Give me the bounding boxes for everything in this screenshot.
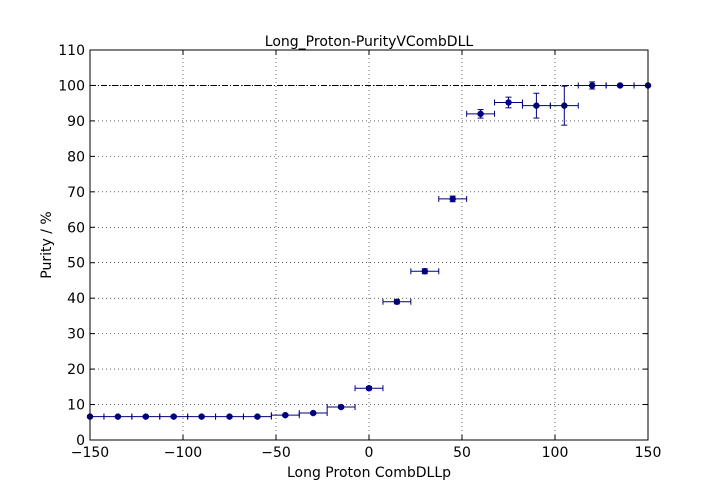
x-tick-label: −50: [261, 445, 291, 461]
point-marker: [477, 110, 484, 118]
x-tick-label: −150: [71, 445, 109, 461]
point-marker: [449, 195, 456, 203]
data-point: [215, 413, 244, 420]
data-point: [270, 411, 300, 419]
y-tick-label: 0: [76, 433, 85, 449]
data-point: [103, 413, 133, 420]
x-tick-label: −100: [164, 445, 202, 461]
point-marker: [533, 102, 540, 109]
y-tick-label: 100: [58, 78, 85, 94]
point-marker: [198, 413, 205, 420]
y-tick-label: 80: [67, 149, 85, 165]
data-point: [466, 109, 496, 119]
point-marker: [309, 409, 317, 417]
data-point: [521, 92, 551, 119]
point-marker: [337, 403, 345, 411]
point-marker: [421, 267, 429, 275]
point-marker: [254, 413, 261, 420]
x-tick-label: 100: [542, 445, 569, 461]
y-tick-label: 20: [67, 362, 85, 378]
data-point: [438, 195, 468, 203]
data-point: [494, 96, 523, 109]
y-axis-label: Purity / %: [39, 211, 55, 278]
point-marker: [170, 413, 177, 420]
y-tick-label: 40: [67, 291, 85, 307]
y-tick-label: 110: [58, 43, 85, 59]
point-marker: [282, 411, 289, 419]
y-tick-label: 10: [67, 398, 85, 414]
point-marker: [588, 82, 596, 89]
data-point: [326, 403, 356, 411]
data-point: [410, 267, 440, 275]
x-tick-label: 150: [635, 445, 662, 461]
data-point: [354, 384, 384, 392]
data-point: [382, 298, 412, 305]
x-tick-label: 0: [365, 445, 374, 461]
y-tick-label: 50: [67, 256, 85, 272]
data-point: [298, 409, 328, 417]
x-tick-label: 50: [453, 445, 471, 461]
data-point: [605, 82, 635, 89]
point-marker: [365, 384, 373, 392]
data-point: [187, 413, 217, 420]
axis-ticks: −150 −100 −50 0 50 100 150 0 10 20 30 40 50 60 70 80 90 1…: [58, 43, 661, 461]
data-point: [242, 413, 272, 420]
data-points: [86, 81, 652, 420]
point-marker: [226, 413, 233, 420]
chart-title: Long_Proton-PurityVCombDLL: [265, 34, 474, 50]
point-marker: [561, 102, 568, 109]
data-point: [159, 413, 189, 420]
y-tick-label: 30: [67, 327, 85, 343]
x-axis-label: Long Proton CombDLLp: [287, 465, 451, 481]
data-point: [131, 413, 161, 420]
y-tick-label: 90: [67, 114, 85, 130]
point-marker: [142, 413, 150, 420]
point-marker: [114, 413, 122, 420]
point-marker: [616, 82, 624, 89]
point-marker: [505, 99, 512, 106]
data-point: [577, 81, 607, 90]
point-marker: [393, 298, 401, 305]
y-tick-label: 70: [67, 185, 85, 201]
y-tick-label: 60: [67, 220, 85, 236]
data-point: [549, 85, 579, 126]
